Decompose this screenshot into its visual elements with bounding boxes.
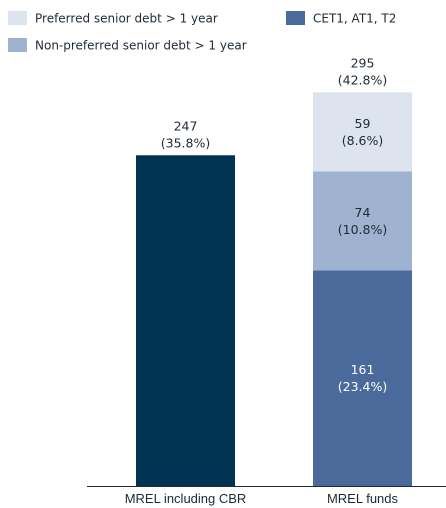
total-value-label: 247 <box>174 118 198 133</box>
legend-label: Non-preferred senior debt > 1 year <box>35 39 247 53</box>
total-pct-label: (35.8%) <box>161 135 210 150</box>
bar-segment-3 <box>313 92 412 172</box>
legend-swatch <box>286 11 305 25</box>
category-label: MREL funds <box>327 491 399 506</box>
legend-swatch <box>8 38 27 52</box>
bar-mrel-including-cbr <box>136 155 235 486</box>
segment-pct-label: (10.8%) <box>338 222 387 237</box>
bar-segment-1 <box>313 270 412 486</box>
legend-swatch <box>8 11 27 25</box>
segment-pct-label: (8.6%) <box>342 133 384 148</box>
segment-value-label: 161 <box>351 362 375 377</box>
category-label: MREL including CBR <box>125 491 247 506</box>
total-value-label: 295 <box>351 55 375 70</box>
legend-label: Preferred senior debt > 1 year <box>35 12 218 26</box>
bar-segment-2 <box>313 171 412 271</box>
segment-value-label: 74 <box>355 205 371 220</box>
legend-label: CET1, AT1, T2 <box>313 12 396 26</box>
segment-value-label: 59 <box>355 116 371 131</box>
segment-pct-label: (23.4%) <box>338 379 387 394</box>
total-pct-label: (42.8%) <box>338 72 387 87</box>
